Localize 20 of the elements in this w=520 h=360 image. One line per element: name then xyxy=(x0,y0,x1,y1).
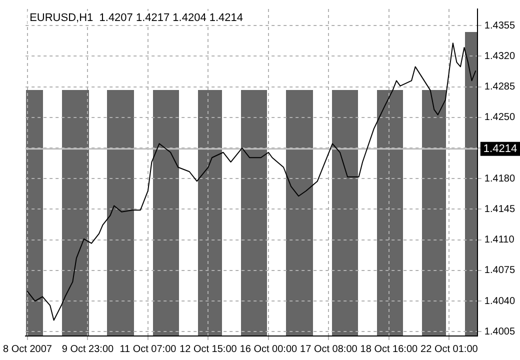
chart-title: EURUSD,H1 1.4207 1.4217 1.4204 1.4214 xyxy=(30,12,244,24)
y-tick-label: 1.4145 xyxy=(484,204,516,215)
y-tick-label: 1.4075 xyxy=(484,265,516,276)
x-tick-label: 16 Oct 00:00 xyxy=(240,344,298,355)
ref-line-label: 1.4214 xyxy=(483,142,518,155)
y-tick-label: 1.4250 xyxy=(484,112,516,124)
x-tick-label: 8 Oct 2007 xyxy=(3,344,52,355)
y-tick-label: 1.4040 xyxy=(484,296,516,307)
x-tick-label: 9 Oct 23:00 xyxy=(62,344,114,355)
y-tick-label: 1.4110 xyxy=(484,234,515,246)
y-tick-label: 1.4320 xyxy=(484,50,516,62)
x-tick-label: 22 Oct 01:00 xyxy=(420,344,478,355)
x-tick-label: 17 Oct 08:00 xyxy=(300,344,358,355)
y-tick-label: 1.4180 xyxy=(484,173,516,184)
x-tick-label: 12 Oct 15:00 xyxy=(180,344,238,355)
y-tick-label: 1.4285 xyxy=(484,82,516,93)
y-tick-label: 1.4005 xyxy=(484,326,516,338)
y-tick-label: 1.4355 xyxy=(484,20,516,32)
x-tick-label: 18 Oct 16:00 xyxy=(360,344,418,355)
x-tick-label: 11 Oct 07:00 xyxy=(120,344,177,355)
